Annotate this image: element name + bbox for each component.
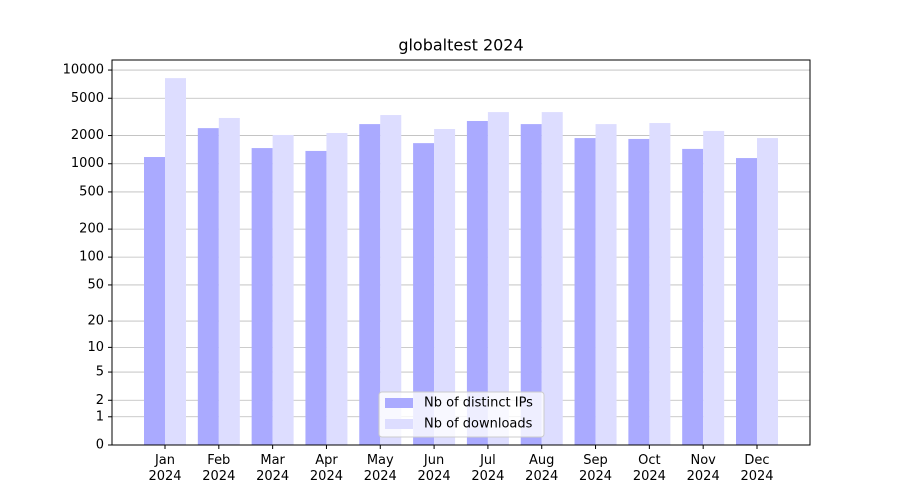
chart-title: globaltest 2024	[398, 36, 523, 55]
bar	[466, 120, 488, 445]
y-tick-label: 2	[96, 393, 104, 408]
plot-frame	[111, 59, 811, 446]
legend-label: Nb of distinct IPs	[424, 396, 533, 411]
y-tick-label: 1000	[71, 156, 104, 171]
x-tick-label: Dec 2024	[740, 453, 774, 484]
bar	[757, 138, 778, 445]
x-tick-label: May 2024	[363, 453, 397, 484]
legend-swatch	[385, 419, 413, 429]
y-tick-label: 10000	[63, 63, 104, 78]
x-tick-label: Nov 2024	[686, 453, 720, 484]
y-tick-label: 5	[96, 365, 104, 380]
legend: Nb of distinct IPs Nb of downloads	[378, 391, 545, 438]
bar	[326, 132, 348, 446]
bar	[272, 134, 294, 445]
bar	[359, 124, 381, 446]
bar	[703, 130, 725, 445]
bar	[649, 123, 671, 445]
x-tick-label: Sep 2024	[578, 453, 613, 484]
y-tick-label: 500	[79, 184, 104, 199]
bar	[218, 117, 240, 446]
y-tick-label: 200	[79, 222, 104, 237]
bar	[541, 112, 563, 446]
bar	[305, 150, 327, 445]
x-tick-label: Mar 2024	[256, 453, 290, 484]
bar	[434, 128, 456, 445]
bar	[197, 128, 219, 446]
y-tick-label: 2000	[71, 128, 104, 143]
legend-swatch	[385, 398, 413, 408]
bar	[520, 124, 542, 446]
bar	[413, 143, 435, 445]
bar	[628, 138, 650, 446]
x-tick-label: Feb 2024	[202, 453, 236, 484]
bar	[736, 158, 757, 445]
legend-label: Nb of downloads	[424, 417, 533, 432]
y-tick-label: 10	[87, 340, 104, 355]
bar	[144, 157, 165, 446]
x-tick-label: Jan 2024	[148, 453, 182, 484]
bar	[251, 148, 273, 445]
bar	[682, 148, 704, 445]
x-tick-label: Apr 2024	[309, 453, 343, 484]
x-tick-label: Oct 2024	[632, 453, 666, 484]
x-tick-label: Jun 2024	[417, 453, 451, 484]
bar	[574, 138, 596, 445]
bar	[380, 115, 402, 445]
y-tick-label: 1	[96, 409, 104, 424]
y-tick-label: 5000	[71, 91, 104, 106]
y-tick-label: 50	[87, 277, 104, 292]
y-tick-label: 100	[79, 250, 104, 265]
x-tick-label: Jul 2024	[471, 453, 505, 484]
bar	[595, 124, 617, 446]
legend-box	[378, 391, 545, 438]
y-tick-label: 0	[96, 438, 104, 453]
y-tick-label: 20	[87, 314, 104, 329]
bar	[487, 112, 509, 446]
bar	[165, 78, 186, 445]
x-tick-label: Aug 2024	[525, 453, 559, 484]
